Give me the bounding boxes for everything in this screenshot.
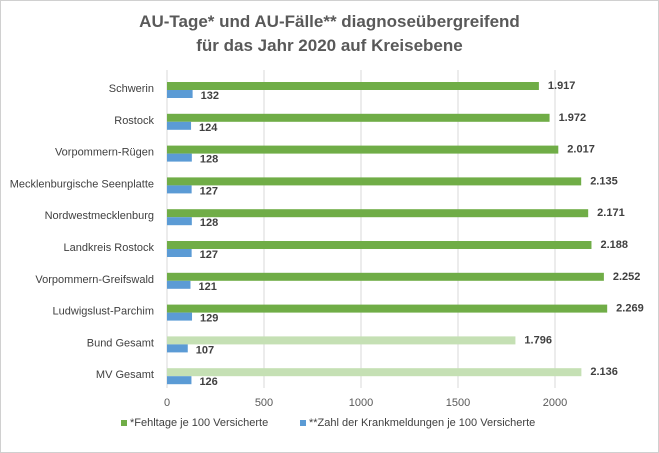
bar-fehltage — [167, 82, 539, 90]
category-label: Vorpommern-Rügen — [55, 147, 154, 159]
data-label-fehltage: 2.252 — [613, 271, 641, 283]
bar-krankmeldungen — [167, 217, 192, 226]
bar-fehltage — [167, 368, 582, 377]
data-label-krankmeldungen: 127 — [200, 249, 218, 261]
data-label-krankmeldungen: 128 — [200, 154, 218, 166]
chart-subtitle: für das Jahr 2020 auf Kreisebene — [196, 36, 463, 55]
bar-krankmeldungen — [167, 153, 192, 162]
bar-krankmeldungen — [167, 185, 192, 194]
data-label-krankmeldungen: 128 — [200, 217, 218, 229]
data-label-fehltage: 2.171 — [597, 207, 625, 219]
legend-swatch-fehltage — [121, 420, 127, 426]
legend-label-fehltage: *Fehltage je 100 Versicherte — [130, 417, 268, 429]
data-label-fehltage: 1.796 — [524, 334, 552, 346]
data-label-fehltage: 2.188 — [600, 239, 628, 251]
bar-fehltage — [167, 177, 582, 186]
category-label: MV Gesamt — [96, 369, 154, 381]
category-label: Vorpommern-Greifswald — [35, 274, 154, 286]
data-label-fehltage: 1.972 — [559, 112, 587, 124]
bar-fehltage — [167, 241, 592, 249]
data-label-fehltage: 2.135 — [590, 175, 618, 187]
bar-fehltage — [167, 113, 550, 122]
category-label: Nordwestmecklenburg — [45, 210, 154, 222]
x-tick-label: 1000 — [349, 397, 373, 409]
bar-krankmeldungen — [167, 121, 192, 130]
data-label-krankmeldungen: 126 — [199, 376, 217, 388]
data-label-krankmeldungen: 129 — [200, 313, 218, 325]
legend-swatch-krankmeldungen — [300, 420, 306, 426]
data-label-fehltage: 1.917 — [548, 80, 576, 92]
bar-fehltage — [167, 209, 589, 218]
category-label: Rostock — [114, 115, 154, 127]
data-label-krankmeldungen: 127 — [200, 185, 218, 197]
data-label-fehltage: 2.017 — [567, 144, 595, 156]
bar-fehltage — [167, 272, 604, 281]
bar-fehltage — [167, 145, 559, 154]
category-label: Mecklenburgische Seenplatte — [10, 178, 154, 190]
x-tick-label: 0 — [164, 397, 170, 409]
chart-title: AU-Tage* und AU-Fälle** diagnoseübergrei… — [139, 12, 520, 31]
data-label-fehltage: 2.136 — [590, 366, 618, 378]
bar-krankmeldungen — [167, 90, 193, 98]
category-label: Schwerin — [109, 83, 154, 95]
category-label: Bund Gesamt — [87, 337, 154, 349]
category-label: Ludwigslust-Parchim — [53, 306, 154, 318]
x-tick-label: 2000 — [543, 397, 567, 409]
bar-krankmeldungen — [167, 249, 192, 257]
category-label: Landkreis Rostock — [64, 242, 155, 254]
data-label-fehltage: 2.269 — [616, 303, 644, 315]
x-tick-label: 1500 — [446, 397, 470, 409]
bar-fehltage — [167, 304, 608, 313]
bar-fehltage — [167, 336, 516, 345]
bar-krankmeldungen — [167, 280, 191, 289]
data-label-krankmeldungen: 121 — [198, 281, 216, 293]
data-label-krankmeldungen: 107 — [196, 344, 214, 356]
data-label-krankmeldungen: 124 — [199, 122, 218, 134]
bar-krankmeldungen — [167, 376, 192, 385]
bar-krankmeldungen — [167, 312, 193, 321]
bar-krankmeldungen — [167, 344, 188, 353]
x-tick-label: 500 — [255, 397, 273, 409]
legend-label-krankmeldungen: **Zahl der Krankmeldungen je 100 Versich… — [309, 417, 535, 429]
data-label-krankmeldungen: 132 — [201, 90, 219, 102]
